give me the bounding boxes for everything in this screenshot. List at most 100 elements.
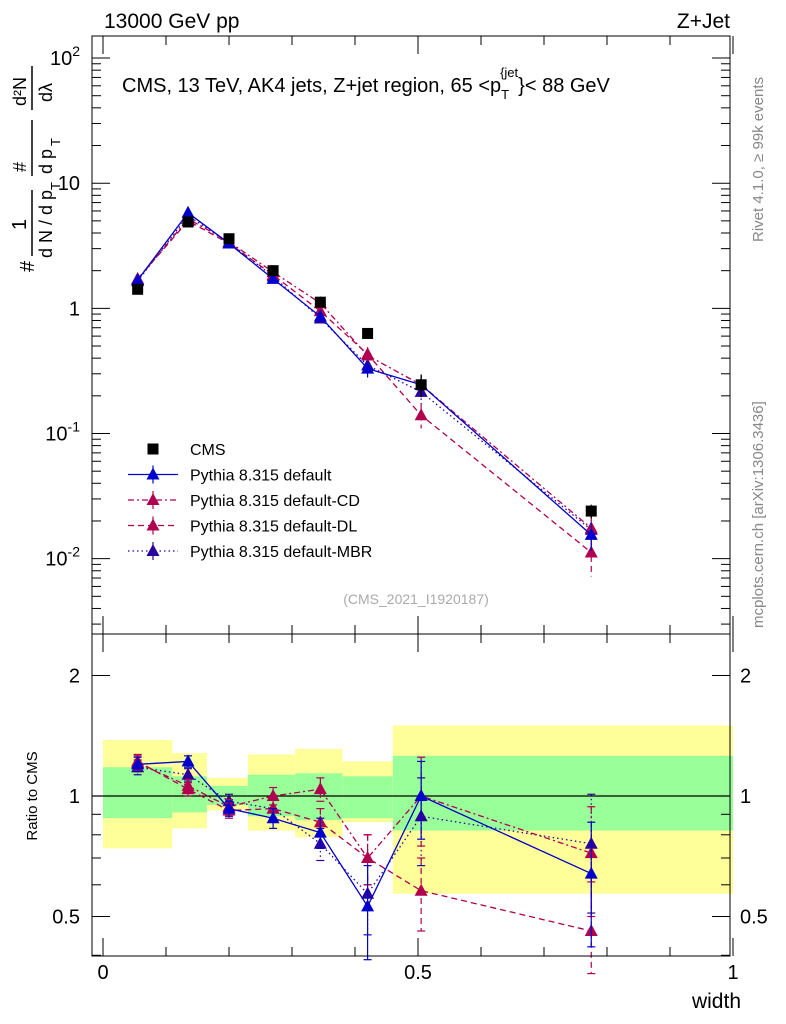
point-data bbox=[267, 265, 279, 277]
mcplots-label: mcplots.cern.ch [arXiv:1306.3436] bbox=[750, 401, 767, 628]
ratio-band-inner bbox=[392, 755, 733, 831]
header-energy-label: 13000 GeV pp bbox=[104, 10, 239, 33]
ratio-line-default bbox=[137, 760, 592, 908]
ratio-frame bbox=[91, 633, 731, 957]
legend-label-dl: Pythia 8.315 default-DL bbox=[190, 519, 357, 536]
ratio-point-default bbox=[414, 789, 428, 801]
main-ylabel-hash2: # bbox=[10, 162, 30, 172]
point-dl bbox=[414, 408, 428, 421]
ratio-y-tick-label-right: 1 bbox=[740, 786, 751, 808]
main-ylabel-dlambda: dλ bbox=[36, 83, 56, 102]
main-frame bbox=[91, 35, 731, 635]
main-title-text: CMS, 13 TeV, AK4 jets, Z+jet region, 65 … bbox=[122, 75, 501, 97]
point-default bbox=[131, 273, 145, 286]
analysis-watermark: (CMS_2021_I1920187) bbox=[343, 591, 489, 607]
ratio-y-tick-label-left: 1 bbox=[69, 786, 80, 808]
ratio-band-inner bbox=[295, 773, 343, 821]
ratio-line-cd bbox=[137, 762, 592, 860]
main-ylabel-dpt-sub: T bbox=[48, 138, 63, 146]
main-title: CMS, 13 TeV, AK4 jets, Z+jet region, 65 … bbox=[122, 65, 611, 102]
series-line-default bbox=[137, 211, 592, 536]
legend-entry-dl: Pythia 8.315 default-DL bbox=[128, 516, 357, 536]
ratio-line-mbr bbox=[137, 766, 592, 895]
legend-entry-default: Pythia 8.315 default bbox=[128, 465, 332, 485]
series-data bbox=[132, 216, 597, 519]
ratio-point-default bbox=[361, 899, 375, 912]
point-data bbox=[182, 216, 194, 228]
ratio-point-dl bbox=[414, 883, 428, 896]
main-panel: 10-2 10-1 1 10 102 CMS, 13 TeV, AK4 jets, Z+… bbox=[9, 35, 734, 635]
main-ylabel-denominator-sub: T bbox=[48, 182, 63, 190]
main-y-tick-label: 1 bbox=[69, 298, 80, 320]
point-data bbox=[132, 283, 144, 295]
point-default bbox=[181, 205, 195, 218]
main-y-tick-label: 10-2 bbox=[45, 544, 80, 571]
point-default bbox=[584, 527, 598, 540]
series-line-cd bbox=[137, 217, 592, 529]
ratio-point-cd bbox=[361, 851, 375, 864]
main-ylabel: # 1 d N / d p T # d p T d²N dλ bbox=[9, 66, 63, 272]
legend-label-cd: Pythia 8.315 default-CD bbox=[190, 493, 360, 510]
main-ylabel-d2n: d²N bbox=[10, 77, 30, 106]
main-ylabel-hash: # bbox=[17, 260, 39, 272]
point-default bbox=[361, 361, 375, 374]
main-title-superscript: {jet bbox=[500, 65, 518, 80]
main-title-subscript: T bbox=[501, 87, 509, 102]
main-y-tick-label: 10-1 bbox=[45, 418, 80, 445]
ratio-point-dl bbox=[266, 801, 280, 814]
legend-marker-data bbox=[147, 443, 159, 455]
series-line-dl bbox=[137, 220, 592, 553]
legend-label-default: Pythia 8.315 default bbox=[190, 468, 332, 485]
ratio-point-default bbox=[222, 801, 236, 814]
main-axis-ticks: 10-2 10-1 1 10 102 bbox=[45, 36, 734, 634]
main-title-tail: }< 88 GeV bbox=[518, 75, 610, 97]
point-data bbox=[585, 505, 597, 517]
point-default bbox=[313, 309, 327, 322]
series-line-mbr bbox=[137, 214, 592, 531]
ratio-axis-ticks: 0.5 0.5 1 1 2 2 0 0.5 1 bbox=[52, 634, 768, 984]
ratio-point-default bbox=[181, 754, 195, 767]
ratio-point-mbr bbox=[181, 767, 195, 780]
point-data bbox=[314, 296, 326, 308]
ratio-band-inner bbox=[342, 776, 393, 819]
main-y-tick-label: 10 bbox=[58, 173, 80, 195]
ratio-line-dl bbox=[137, 760, 592, 932]
legend-label-mbr: Pythia 8.315 default-MBR bbox=[190, 544, 372, 561]
ratio-point-default bbox=[131, 757, 145, 770]
ratio-point-default bbox=[266, 811, 280, 824]
legend-entry-cd: Pythia 8.315 default-CD bbox=[128, 491, 360, 510]
main-ylabel-denominator: d N / d p bbox=[36, 190, 56, 258]
ratio-xlabel: width bbox=[691, 990, 741, 1013]
legend-marker-dl bbox=[146, 518, 160, 531]
legend: CMS Pythia 8.315 default Pythia 8.315 defa… bbox=[128, 442, 372, 561]
ratio-point-cd bbox=[313, 782, 327, 795]
ratio-y-tick-label-right: 2 bbox=[740, 666, 751, 688]
point-data bbox=[362, 327, 374, 339]
main-ylabel-one: 1 bbox=[9, 219, 31, 230]
ratio-band-inner bbox=[103, 767, 173, 819]
ratio-y-tick-label-right: 0.5 bbox=[740, 907, 768, 929]
point-data bbox=[415, 379, 427, 391]
ratio-bands bbox=[92, 725, 733, 894]
legend-label-data: CMS bbox=[190, 442, 226, 459]
point-cd bbox=[361, 348, 375, 361]
header-process-label: Z+Jet bbox=[677, 10, 730, 33]
ratio-y-tick-label-left: 2 bbox=[69, 666, 80, 688]
ratio-point-cd bbox=[266, 789, 280, 801]
ratio-series-default bbox=[131, 754, 598, 961]
legend-marker-default bbox=[146, 467, 160, 480]
ratio-x-tick-label: 0 bbox=[97, 962, 108, 984]
ratio-x-tick-label: 0.5 bbox=[404, 962, 432, 984]
ratio-point-default bbox=[313, 825, 327, 838]
main-ylabel-dpt: d p bbox=[36, 149, 56, 174]
main-y-tick-label: 102 bbox=[50, 43, 80, 70]
point-dl bbox=[584, 545, 598, 558]
ratio-panel: 0.5 0.5 1 1 2 2 0 0.5 1 Ratio to CMS width bbox=[24, 633, 768, 1013]
ratio-series-layer bbox=[131, 753, 598, 975]
ratio-point-default bbox=[584, 866, 598, 879]
legend-marker-cd bbox=[146, 493, 160, 505]
ratio-y-tick-label-left: 0.5 bbox=[52, 907, 80, 929]
rivet-version-label: Rivet 4.1.0, ≥ 99k events bbox=[750, 77, 767, 242]
legend-entry-mbr: Pythia 8.315 default-MBR bbox=[128, 542, 372, 561]
